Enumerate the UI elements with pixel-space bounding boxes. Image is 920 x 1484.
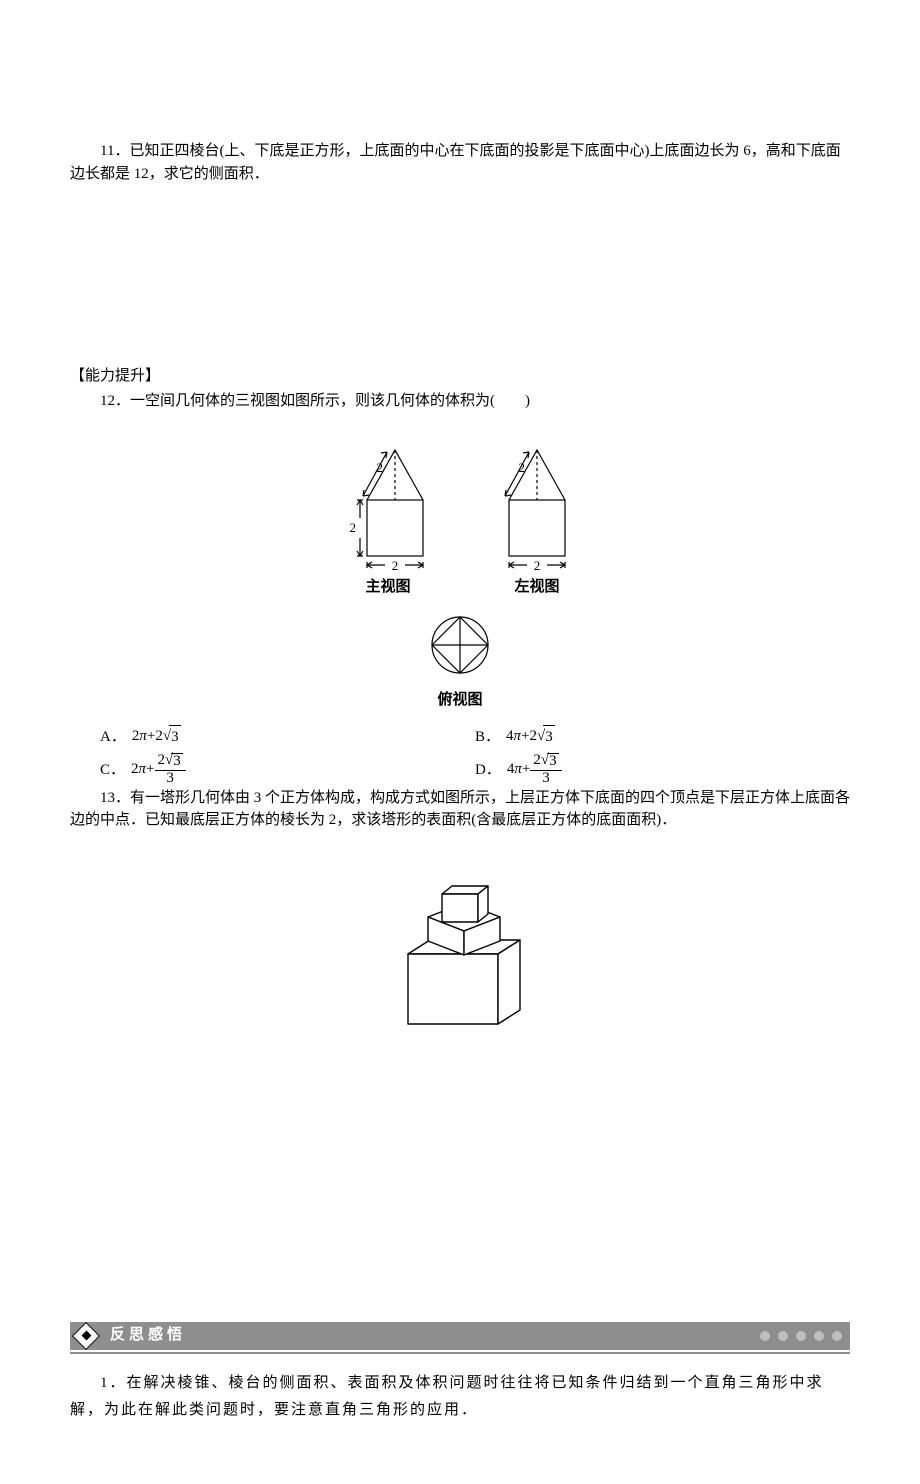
- section-heading-ability: 【能力提升】: [70, 365, 850, 388]
- question-13: 13．有一塔形几何体由 3 个正方体构成，构成方式如图所示，上层正方体下底面的四…: [70, 787, 850, 832]
- top-view-svg: [420, 605, 500, 685]
- front-view-svg: 2 2 2: [333, 422, 443, 572]
- dim-height: 2: [350, 520, 357, 535]
- dim-slant: 2: [377, 460, 384, 475]
- option-b: B． 4π+2√3: [475, 721, 850, 753]
- question-13-figure: [70, 842, 850, 1042]
- option-d: D． 4π+2√33: [475, 753, 850, 787]
- option-d-expr: 4π+2√33: [507, 753, 562, 787]
- option-d-prefix: D．: [475, 759, 501, 782]
- option-c-prefix: C．: [100, 759, 125, 782]
- dim-slant-side: 2: [519, 460, 526, 475]
- summary-1: 1．在解决棱锥、棱台的侧面积、表面积及体积问题时往往将已知条件归结到一个直角三角…: [70, 1370, 850, 1424]
- option-b-prefix: B．: [475, 726, 500, 749]
- dim-width: 2: [392, 558, 399, 572]
- option-a: A． 2π+2√3: [100, 721, 475, 753]
- option-c: C． 2π+2√33: [100, 753, 475, 787]
- tower-svg: [370, 842, 550, 1042]
- option-c-expr: 2π+2√33: [131, 753, 186, 787]
- banner-rule: [70, 1352, 850, 1354]
- question-11: 11．已知正四棱台(上、下底是正方形，上底面的中心在下底面的投影是下底面中心)上…: [70, 140, 850, 185]
- question-12-figure: 2 2 2 主视图 2 2: [70, 422, 850, 711]
- top-view-label: 俯视图: [437, 689, 482, 712]
- side-view-label: 左视图: [514, 576, 559, 599]
- banner-title: 反思感悟: [110, 1324, 186, 1347]
- option-a-prefix: A．: [100, 726, 126, 749]
- banner-dots-icon: [760, 1331, 842, 1341]
- option-a-expr: 2π+2√3: [132, 725, 181, 749]
- question-12-options: A． 2π+2√3 B． 4π+2√3 C． 2π+2√33 D． 4π+2√3…: [100, 721, 850, 787]
- dim-width-side: 2: [534, 558, 541, 572]
- question-12-stem: 12．一空间几何体的三视图如图所示，则该几何体的体积为( ): [70, 390, 850, 413]
- side-view-svg: 2 2: [487, 422, 587, 572]
- option-b-expr: 4π+2√3: [506, 725, 555, 749]
- reflection-banner: 反思感悟: [70, 1322, 850, 1350]
- front-view-label: 主视图: [365, 576, 410, 599]
